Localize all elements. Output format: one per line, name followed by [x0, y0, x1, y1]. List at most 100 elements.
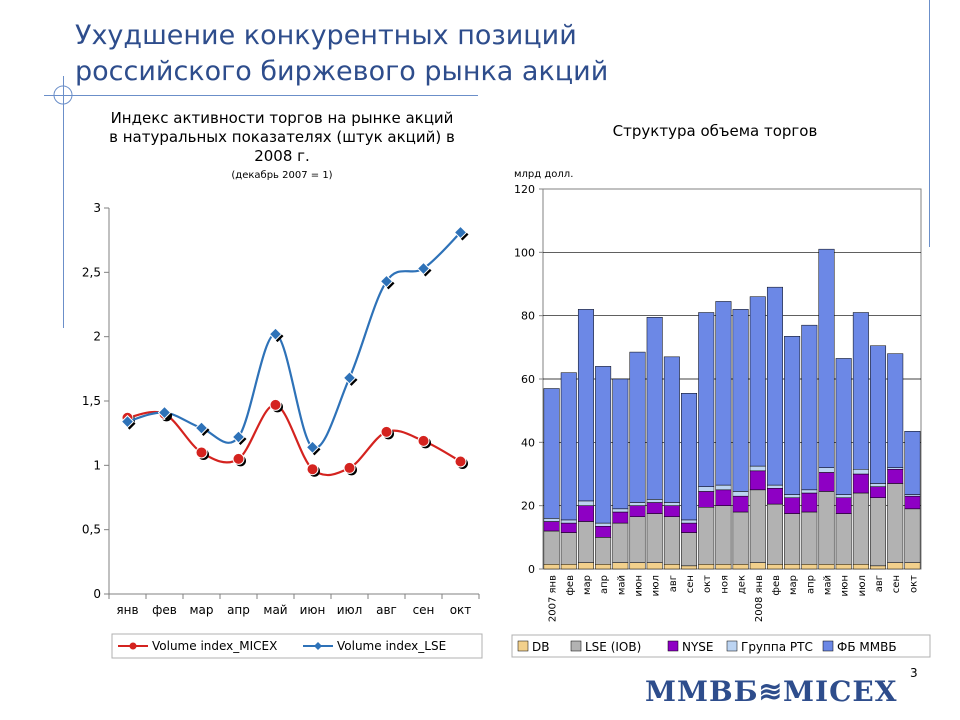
- legend-swatch: [667, 640, 679, 652]
- bar-segment: [698, 564, 715, 570]
- bar-segment: [870, 486, 887, 498]
- bar-segment: [681, 519, 698, 524]
- bar-segment: [852, 473, 869, 494]
- bar-segment: [904, 508, 921, 563]
- data-point-micex: [380, 425, 393, 438]
- bar-segment: [904, 495, 921, 510]
- data-point-lse: [416, 261, 431, 276]
- bar-segment: [663, 516, 680, 565]
- bar-segment: [612, 522, 629, 563]
- bar-segment: [612, 378, 629, 510]
- bar-segment: [784, 513, 801, 565]
- bar-segment: [681, 522, 698, 533]
- bar-segment: [732, 564, 749, 570]
- bar-segment: [577, 309, 594, 502]
- bar-segment: [749, 562, 766, 570]
- x-tick-label: апр: [805, 575, 816, 594]
- bar-segment: [887, 562, 904, 570]
- bar-segment: [629, 502, 646, 506]
- x-tick-label: авг: [376, 603, 397, 617]
- bar-segment: [715, 484, 732, 491]
- y-tick-label: 0,5: [82, 523, 101, 537]
- bar-segment: [852, 469, 869, 475]
- bar-segment: [749, 296, 766, 467]
- bar-segment: [784, 564, 801, 570]
- bar-segment: [663, 505, 680, 517]
- bar-segment: [766, 488, 783, 505]
- slide-title: Ухудшение конкурентных позиций российско…: [75, 18, 608, 90]
- x-tick-label: 2007 янв: [548, 575, 559, 622]
- data-point-lse: [305, 440, 320, 455]
- bar-segment: [663, 502, 680, 506]
- x-tick-label: дек: [737, 575, 748, 594]
- data-point-micex: [232, 452, 245, 465]
- bar-segment: [646, 499, 663, 503]
- bar-segment: [835, 494, 852, 499]
- bar-segment: [543, 518, 560, 522]
- data-point-micex: [269, 398, 282, 411]
- bar-segment: [766, 286, 783, 486]
- bar-segment: [543, 521, 560, 532]
- legend-label: ФБ ММВБ: [837, 640, 897, 654]
- legend-box: [511, 634, 931, 658]
- bar-segment: [887, 353, 904, 468]
- bar-segment: [870, 483, 887, 487]
- bar-segment: [629, 351, 646, 503]
- bar-segment: [801, 324, 818, 491]
- x-tick-label: фев: [771, 575, 782, 596]
- x-tick-label: май: [616, 575, 627, 595]
- legend-label-lse: Volume index_LSE: [337, 639, 446, 653]
- x-tick-label: май: [263, 603, 287, 617]
- bar-segment: [870, 345, 887, 484]
- legend-swatch: [726, 640, 738, 652]
- bar-segment: [766, 484, 783, 489]
- legend-label: Группа РТС: [741, 640, 813, 654]
- bar-segment: [612, 562, 629, 570]
- bar-segment: [560, 532, 577, 565]
- x-tick-label: май: [823, 575, 834, 595]
- bar-segment: [577, 562, 594, 570]
- x-tick-label: июл: [857, 575, 868, 596]
- bar-segment: [560, 522, 577, 533]
- bar-segment: [698, 312, 715, 487]
- bar-segment: [766, 564, 783, 570]
- y-tick-label: 80: [521, 310, 535, 323]
- bar-segment: [715, 489, 732, 506]
- x-tick-label: мар: [582, 575, 593, 595]
- y-tick-label: 1,5: [82, 394, 101, 408]
- bar-segment: [835, 564, 852, 570]
- data-point-lse: [342, 371, 357, 385]
- bar-segment: [646, 513, 663, 563]
- bar-segment: [732, 491, 749, 497]
- legend-swatch: [570, 640, 582, 652]
- bar-segment: [835, 358, 852, 495]
- data-point-lse: [157, 405, 172, 420]
- bar-segment: [732, 495, 749, 513]
- chart-title: Структура объема торгов: [613, 122, 818, 140]
- data-point-lse: [268, 327, 283, 341]
- header-underline: [44, 95, 478, 96]
- bar-segment: [698, 507, 715, 565]
- x-tick-label: июл: [337, 603, 363, 617]
- slide-title-line1: Ухудшение конкурентных позиций: [75, 20, 577, 51]
- bar-segment: [543, 388, 560, 519]
- legend-label: NYSE: [682, 640, 714, 654]
- x-tick-label: июн: [840, 575, 851, 596]
- chart-title-line: 2008 г.: [254, 147, 310, 165]
- bar-segment: [595, 522, 612, 527]
- bar-segment: [835, 497, 852, 514]
- corner-circle: [53, 85, 73, 105]
- legend-box: [111, 633, 483, 659]
- x-tick-label: июл: [651, 575, 662, 596]
- bar-segment: [887, 483, 904, 563]
- trading-volume-structure-chart: Структура объема торгов млрд долл. 0 20 40 6…: [511, 122, 931, 658]
- data-point-micex: [343, 461, 356, 474]
- bar-segment: [595, 366, 612, 524]
- x-tick-label: сен: [413, 603, 435, 617]
- bar-segment: [577, 521, 594, 563]
- bar-segment: [663, 356, 680, 503]
- legend-marker-micex: [129, 642, 137, 650]
- x-tick-label: июн: [634, 575, 645, 596]
- bar-segment: [732, 511, 749, 565]
- x-tick-label: мар: [189, 603, 213, 617]
